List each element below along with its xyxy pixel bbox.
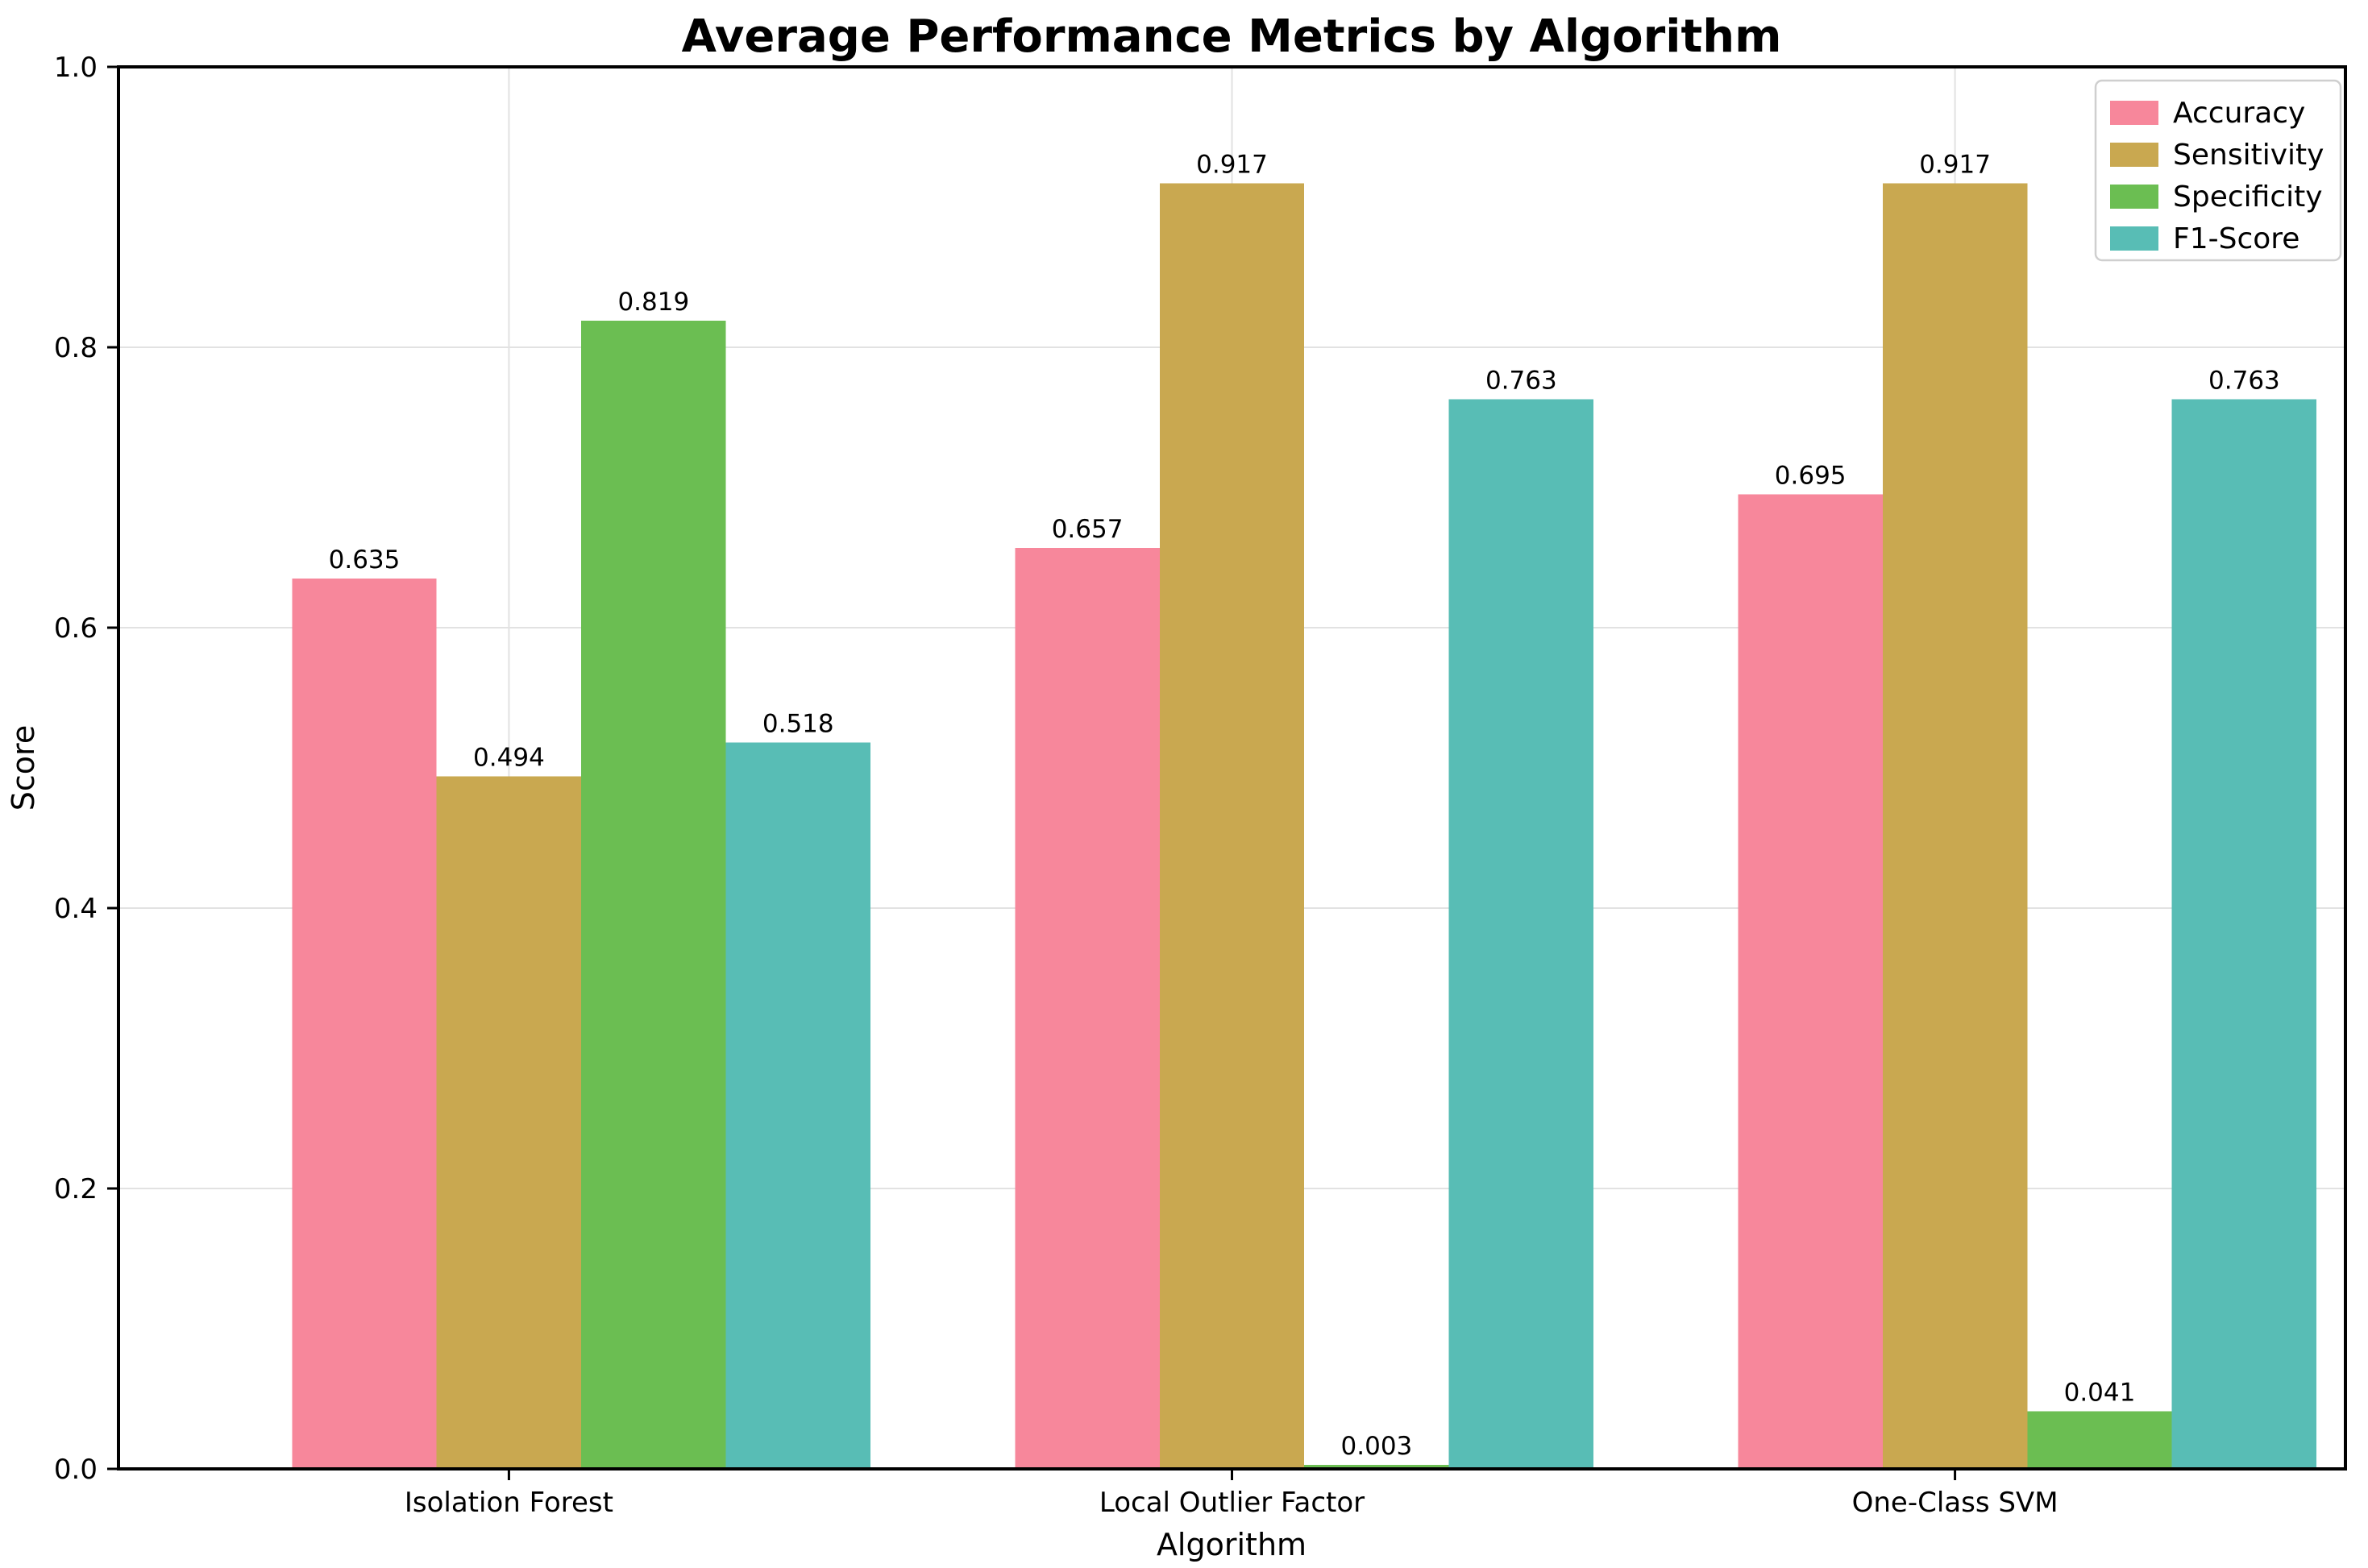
legend-item-sensitivity: Sensitivity [2110, 139, 2324, 172]
bars [292, 183, 2317, 1470]
legend: Accuracy Sensitivity Specificity F1-Score [2094, 79, 2342, 262]
y-tick-label-0.6: 0.6 [54, 612, 98, 645]
y-tick-label-0.4: 0.4 [54, 893, 98, 925]
bar-specificity-isolation-forest [581, 320, 726, 1470]
x-tick-label-one-class-svm: One-Class SVM [1852, 1487, 2058, 1519]
y-tick-label-0.8: 0.8 [54, 332, 98, 364]
bar-value-sensitivity-local-outlier-factor: 0.917 [1196, 150, 1268, 179]
bar-value-sensitivity-one-class-svm: 0.917 [1919, 150, 1991, 179]
bar-sensitivity-one-class-svm [1882, 183, 2028, 1469]
legend-swatch-f1-score [2110, 226, 2158, 251]
bar-value-labels: 0.635 0.657 0.695 0.494 0.917 0.917 0.819 0.003… [329, 150, 2280, 1460]
bar-value-specificity-isolation-forest: 0.819 [617, 288, 689, 317]
legend-item-accuracy: Accuracy [2110, 97, 2305, 130]
bar-specificity-local-outlier-factor [1304, 1464, 1449, 1469]
bar-value-f1-score-isolation-forest: 0.518 [762, 710, 834, 739]
bar-value-f1-score-local-outlier-factor: 0.763 [1485, 366, 1557, 395]
bar-value-f1-score-one-class-svm: 0.763 [2208, 366, 2280, 395]
legend-label-sensitivity: Sensitivity [2173, 139, 2324, 172]
bar-value-accuracy-isolation-forest: 0.635 [329, 545, 401, 575]
y-tick-label-0.2: 0.2 [54, 1173, 98, 1205]
legend-item-specificity: Specificity [2110, 180, 2323, 214]
chart-title: Average Performance Metrics by Algorithm [682, 10, 1782, 63]
legend-label-specificity: Specificity [2173, 180, 2323, 214]
plot-border [117, 65, 2347, 1471]
legend-box [2094, 79, 2342, 262]
bar-value-accuracy-one-class-svm: 0.695 [1775, 462, 1847, 491]
y-tick-label-0.0: 0.0 [54, 1454, 98, 1486]
legend-swatch-sensitivity [2110, 143, 2158, 167]
axis-ticks-and-labels: 0.0 0.2 0.4 0.6 0.8 1.0 Isolation Forest Local … [54, 52, 2058, 1519]
legend-item-f1-score: F1-Score [2110, 222, 2299, 255]
bar-value-specificity-one-class-svm: 0.041 [2064, 1379, 2136, 1408]
legend-label-accuracy: Accuracy [2173, 97, 2305, 130]
y-axis-label: Score [6, 725, 41, 811]
y-tick-label-1.0: 1.0 [54, 52, 98, 84]
bar-f1-score-one-class-svm [2171, 399, 2317, 1469]
x-tick-label-local-outlier-factor: Local Outlier Factor [1099, 1487, 1365, 1519]
legend-label-f1-score: F1-Score [2173, 222, 2299, 255]
legend-swatch-accuracy [2110, 101, 2158, 125]
bar-value-sensitivity-isolation-forest: 0.494 [473, 743, 545, 772]
bar-sensitivity-local-outlier-factor [1159, 183, 1305, 1469]
bar-specificity-one-class-svm [2027, 1411, 2172, 1469]
x-tick-label-isolation-forest: Isolation Forest [405, 1487, 613, 1519]
bar-accuracy-isolation-forest [292, 579, 437, 1469]
bar-value-specificity-local-outlier-factor: 0.003 [1341, 1432, 1413, 1461]
bar-accuracy-one-class-svm [1738, 494, 1883, 1470]
bar-value-accuracy-local-outlier-factor: 0.657 [1052, 515, 1124, 544]
bar-accuracy-local-outlier-factor [1015, 547, 1160, 1469]
bar-f1-score-isolation-forest [725, 742, 870, 1469]
bar-sensitivity-isolation-forest [436, 776, 582, 1469]
legend-swatch-specificity [2110, 185, 2158, 209]
bar-f1-score-local-outlier-factor [1448, 399, 1594, 1469]
x-axis-label: Algorithm [1157, 1527, 1307, 1562]
